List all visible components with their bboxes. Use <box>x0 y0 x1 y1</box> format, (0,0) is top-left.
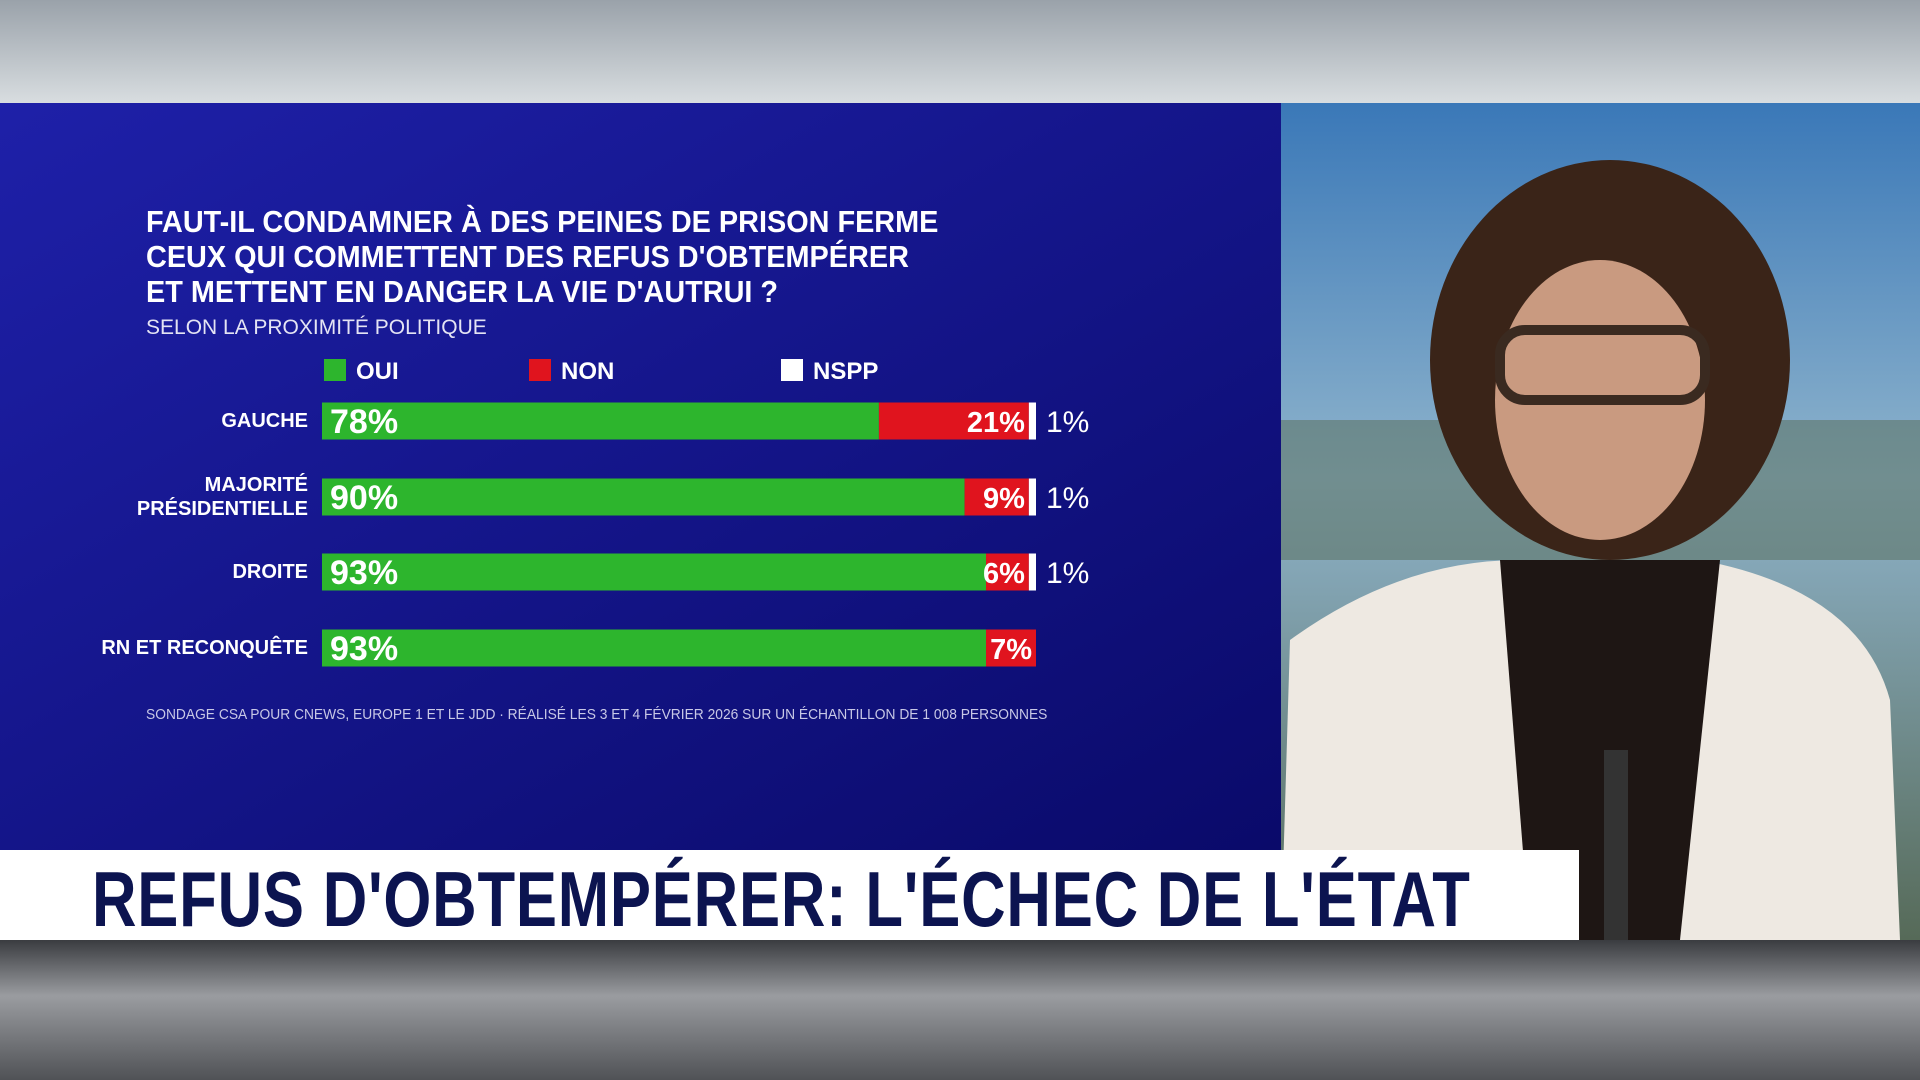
bar-segment <box>1028 402 1036 440</box>
bar-segment <box>964 478 1029 516</box>
bar-segment <box>986 553 1029 591</box>
category-label: DROITE <box>232 561 308 583</box>
bottom-band <box>0 940 1920 1080</box>
category-label: RN ET RECONQUÊTE <box>101 637 308 659</box>
bar-segment <box>1028 553 1036 591</box>
bar-segment <box>986 629 1036 667</box>
bar-segment <box>322 402 879 440</box>
value-label: 21% <box>967 407 1025 439</box>
glasses <box>1495 325 1710 405</box>
chart-subtitle: SELON LA PROXIMITÉ POLITIQUE <box>146 316 487 339</box>
legend-label: NON <box>561 358 614 385</box>
category-label: MAJORITÉ PRÉSIDENTIELLE <box>136 474 308 520</box>
value-label: 93% <box>330 554 398 592</box>
bar-segment <box>322 478 965 516</box>
value-label: 1% <box>1046 406 1089 439</box>
chart-panel <box>0 103 1281 850</box>
top-band <box>0 0 1920 103</box>
category-label: GAUCHE <box>221 410 308 432</box>
value-label: 90% <box>330 479 398 517</box>
legend-swatch <box>529 359 551 381</box>
bar-segment <box>1028 478 1036 516</box>
legend-label: OUI <box>356 358 399 385</box>
value-label: 1% <box>1046 482 1089 515</box>
headline: REFUS D'OBTEMPÉRER: L'ÉCHEC DE L'ÉTAT <box>92 855 1471 943</box>
value-label: 1% <box>1046 557 1089 590</box>
value-label: 78% <box>330 403 398 441</box>
bar-segment <box>322 629 987 667</box>
chart-title: FAUT-IL CONDAMNER À DES PEINES DE PRISON… <box>146 204 939 309</box>
source-note: SONDAGE CSA POUR CNEWS, EUROPE 1 ET LE J… <box>146 706 1048 723</box>
bar-segment <box>322 553 987 591</box>
legend-swatch <box>781 359 803 381</box>
legend-swatch <box>324 359 346 381</box>
legend-label: NSPP <box>813 358 878 385</box>
banner: REFUS D'OBTEMPÉRER: L'ÉCHEC DE L'ÉTAT <box>0 850 1579 943</box>
value-label: 7% <box>990 634 1032 666</box>
value-label: 9% <box>983 483 1025 515</box>
microphone <box>1604 750 1628 940</box>
bar-segment <box>878 402 1029 440</box>
value-label: 6% <box>983 558 1025 590</box>
value-label: 93% <box>330 630 398 668</box>
